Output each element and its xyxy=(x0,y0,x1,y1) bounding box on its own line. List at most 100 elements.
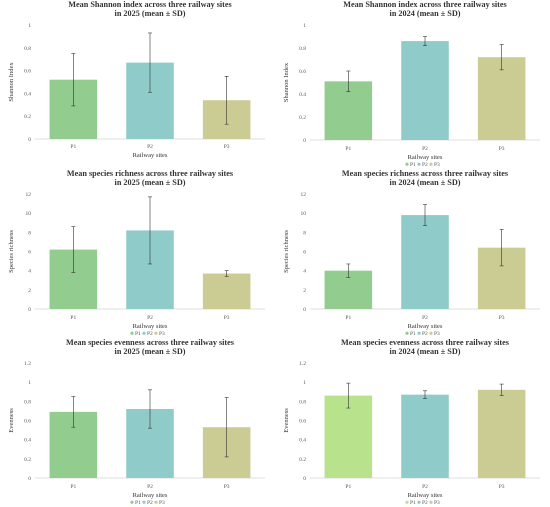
y-axis-label: Evenness xyxy=(283,408,290,433)
legend-marker-p3 xyxy=(429,500,433,504)
legend-marker-p2 xyxy=(417,162,421,166)
y-tick-label: 0.4 xyxy=(299,438,306,444)
y-tick-label: 0.8 xyxy=(299,399,306,405)
legend-label-p2: P2 xyxy=(147,331,153,337)
y-tick-label: 0.8 xyxy=(299,46,306,52)
legend-marker-p3 xyxy=(429,162,433,166)
bar-p2 xyxy=(401,215,449,309)
chart-title-line2: in 2024 (mean ± SD) xyxy=(390,347,461,356)
y-tick-label: 0.6 xyxy=(24,69,31,75)
bar-p2 xyxy=(401,394,449,478)
x-axis-label: Railway sites xyxy=(133,323,168,330)
y-tick-label: 2 xyxy=(303,288,306,294)
bar-p3 xyxy=(202,273,251,309)
x-tick-label: P2 xyxy=(422,315,428,321)
y-tick-label: 2 xyxy=(28,288,31,294)
bar-p3 xyxy=(477,57,526,141)
y-tick-label: 12 xyxy=(26,192,32,198)
y-tick-label: 0.2 xyxy=(24,114,31,120)
x-tick-label: P1 xyxy=(345,315,351,321)
y-tick-label: 8 xyxy=(28,230,31,236)
bar-p3 xyxy=(477,389,526,478)
chart-svg: Mean Shannon index across three railway … xyxy=(8,0,265,159)
x-tick-label: P1 xyxy=(345,484,351,490)
y-tick-label: 4 xyxy=(303,269,306,275)
legend-marker-p2 xyxy=(417,500,421,504)
legend-marker-p3 xyxy=(154,331,158,335)
y-tick-label: 0.4 xyxy=(24,91,31,97)
legend-marker-p2 xyxy=(142,500,146,504)
x-tick-label: P2 xyxy=(147,315,153,321)
x-tick-label: P3 xyxy=(499,315,505,321)
y-tick-label: 8 xyxy=(303,230,306,236)
y-tick-label: 1 xyxy=(28,380,31,386)
legend-marker-p3 xyxy=(154,500,158,504)
y-tick-label: 6 xyxy=(28,250,31,256)
x-axis-label: Railway sites xyxy=(408,492,443,499)
y-axis-label: Species richness xyxy=(283,230,290,273)
x-axis-label: Railway sites xyxy=(408,323,443,330)
y-tick-label: 1 xyxy=(28,23,31,29)
y-tick-label: 0.8 xyxy=(24,46,31,52)
legend-label-p3: P3 xyxy=(434,500,440,506)
legend-label-p3: P3 xyxy=(434,162,440,168)
y-tick-label: 1 xyxy=(303,23,306,29)
x-tick-label: P2 xyxy=(147,484,153,490)
x-tick-label: P3 xyxy=(499,484,505,490)
y-tick-label: 0 xyxy=(28,476,31,482)
y-axis-label: Species richness xyxy=(8,230,15,273)
y-tick-label: 0.2 xyxy=(299,457,306,463)
legend-label-p3: P3 xyxy=(159,500,165,506)
chart-panel-4: Mean species richness across three railw… xyxy=(275,169,550,338)
bar-p1 xyxy=(324,395,373,478)
x-tick-label: P1 xyxy=(70,484,76,490)
legend-label-p1: P1 xyxy=(410,331,416,337)
chart-title: Mean species richness across three railw… xyxy=(342,169,508,178)
x-tick-label: P3 xyxy=(224,315,230,321)
x-axis-label: Railway sites xyxy=(133,152,168,159)
legend-marker-p2 xyxy=(417,331,421,335)
y-tick-label: 10 xyxy=(26,211,32,217)
chart-svg: Mean species richness across three railw… xyxy=(283,169,540,337)
y-tick-label: 0 xyxy=(303,138,306,144)
x-axis-label: Railway sites xyxy=(133,492,168,499)
x-axis-label: Railway sites xyxy=(408,154,443,161)
y-tick-label: 1 xyxy=(303,380,306,386)
y-axis-label: Shannon Index xyxy=(8,62,15,102)
y-tick-label: 0.4 xyxy=(299,92,306,98)
y-tick-label: 1.2 xyxy=(24,361,31,367)
chart-title: Mean species richness across three railw… xyxy=(67,169,233,178)
chart-panel-1: Mean Shannon index across three railway … xyxy=(0,0,275,169)
chart-title-line2: in 2025 (mean ± SD) xyxy=(115,9,186,18)
y-tick-label: 0.6 xyxy=(299,69,306,75)
y-tick-label: 0.6 xyxy=(24,419,31,425)
legend-label-p2: P2 xyxy=(147,500,153,506)
chart-title-line2: in 2025 (mean ± SD) xyxy=(115,347,186,356)
x-tick-label: P3 xyxy=(224,484,230,490)
y-tick-label: 0.2 xyxy=(24,457,31,463)
legend-marker-p1 xyxy=(405,331,409,335)
y-tick-label: 1.2 xyxy=(299,361,306,367)
x-tick-label: P2 xyxy=(422,146,428,152)
y-tick-label: 0.8 xyxy=(24,399,31,405)
x-tick-label: P3 xyxy=(224,144,230,150)
x-tick-label: P1 xyxy=(70,315,76,321)
x-tick-label: P3 xyxy=(499,146,505,152)
x-tick-label: P2 xyxy=(422,484,428,490)
legend-marker-p1 xyxy=(405,162,409,166)
chart-title: Mean Shannon index across three railway … xyxy=(68,0,231,9)
chart-title-line2: in 2024 (mean ± SD) xyxy=(390,9,461,18)
y-tick-label: 0 xyxy=(303,476,306,482)
chart-title: Mean Shannon index across three railway … xyxy=(343,0,506,9)
y-tick-label: 0.2 xyxy=(299,115,306,121)
chart-svg: Mean species evenness across three railw… xyxy=(283,338,540,506)
legend-marker-p3 xyxy=(429,331,433,335)
y-tick-label: 0 xyxy=(28,307,31,313)
chart-title-line2: in 2024 (mean ± SD) xyxy=(390,178,461,187)
legend-label-p1: P1 xyxy=(135,500,141,506)
x-tick-label: P1 xyxy=(345,146,351,152)
legend-label-p2: P2 xyxy=(422,162,428,168)
legend-label-p1: P1 xyxy=(410,162,416,168)
y-tick-label: 0.6 xyxy=(299,419,306,425)
legend-label-p3: P3 xyxy=(434,331,440,337)
